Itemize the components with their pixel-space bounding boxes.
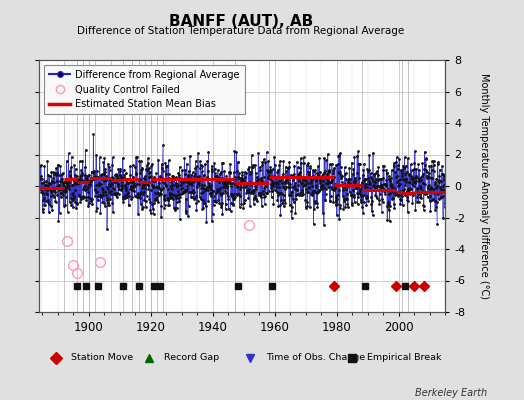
- Text: Station Move: Station Move: [71, 354, 133, 362]
- Text: Difference of Station Temperature Data from Regional Average: Difference of Station Temperature Data f…: [78, 26, 405, 36]
- Text: BANFF (AUT), AB: BANFF (AUT), AB: [169, 14, 313, 29]
- Y-axis label: Monthly Temperature Anomaly Difference (°C): Monthly Temperature Anomaly Difference (…: [479, 73, 489, 299]
- Text: Record Gap: Record Gap: [165, 354, 220, 362]
- Text: Empirical Break: Empirical Break: [367, 354, 442, 362]
- Text: Berkeley Earth: Berkeley Earth: [415, 388, 487, 398]
- Legend: Difference from Regional Average, Quality Control Failed, Estimated Station Mean: Difference from Regional Average, Qualit…: [44, 65, 245, 114]
- Text: Time of Obs. Change: Time of Obs. Change: [266, 354, 365, 362]
